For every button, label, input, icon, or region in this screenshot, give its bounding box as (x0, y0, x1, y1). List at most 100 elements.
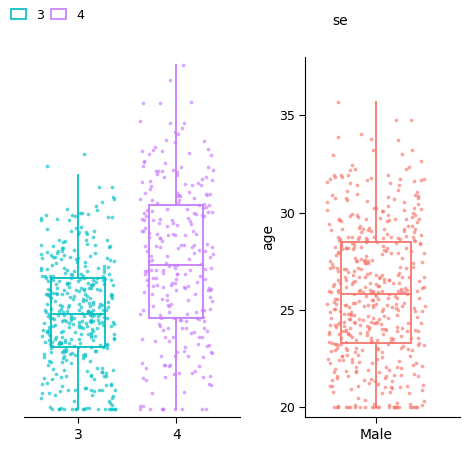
Point (202, 405, 210, 412)
Point (381, 325, 388, 333)
Point (106, 398, 113, 405)
Point (73, 258, 81, 266)
Point (397, 285, 405, 293)
Point (139, 306, 146, 314)
Point (359, 288, 366, 295)
Point (201, 265, 209, 273)
Point (198, 307, 205, 314)
Point (63, 356, 70, 364)
Point (52, 254, 59, 261)
Point (60, 251, 68, 259)
Point (185, 149, 193, 156)
Point (188, 99, 195, 106)
Point (156, 322, 164, 329)
Point (334, 288, 341, 296)
Point (146, 186, 154, 193)
Point (80, 405, 88, 412)
Point (405, 163, 412, 171)
Point (46, 314, 54, 322)
Point (184, 282, 191, 290)
Point (140, 162, 147, 169)
Point (38, 389, 46, 397)
Point (202, 173, 210, 181)
Point (328, 339, 336, 346)
Point (356, 403, 364, 411)
Point (328, 314, 335, 321)
Point (375, 283, 383, 290)
Point (71, 386, 78, 393)
Point (395, 279, 402, 286)
Point (201, 306, 208, 314)
Point (136, 310, 144, 318)
Point (342, 276, 350, 284)
Point (415, 294, 422, 302)
Point (42, 211, 49, 219)
Point (204, 163, 211, 170)
Point (351, 403, 358, 411)
Point (52, 336, 59, 343)
Point (67, 312, 74, 319)
Point (191, 290, 199, 298)
Point (147, 266, 155, 274)
Point (325, 220, 333, 228)
Point (192, 230, 200, 237)
Point (61, 270, 69, 277)
Point (412, 403, 420, 411)
Point (342, 367, 349, 374)
Point (383, 363, 390, 371)
Point (198, 333, 205, 341)
Point (110, 330, 118, 337)
Point (352, 336, 360, 344)
Point (399, 302, 406, 310)
Point (395, 269, 402, 276)
Point (349, 161, 356, 168)
Point (110, 320, 118, 328)
Point (331, 194, 338, 202)
Point (209, 349, 216, 357)
Point (50, 272, 57, 280)
Point (334, 320, 342, 328)
Point (79, 295, 86, 302)
Point (345, 329, 352, 337)
Point (344, 403, 352, 411)
Point (341, 327, 348, 335)
Point (46, 273, 54, 280)
Point (77, 284, 84, 292)
Point (164, 222, 171, 230)
Point (418, 177, 425, 184)
Point (144, 206, 151, 214)
Point (149, 274, 156, 282)
Point (86, 284, 93, 292)
Point (410, 370, 418, 378)
Point (365, 259, 372, 267)
Point (168, 217, 176, 224)
Point (45, 357, 53, 365)
Point (149, 216, 157, 224)
Point (408, 222, 416, 229)
Point (346, 315, 354, 323)
Point (335, 215, 342, 222)
Point (331, 305, 339, 313)
Point (55, 237, 63, 244)
Point (80, 150, 88, 157)
Point (348, 358, 356, 365)
Point (350, 240, 357, 248)
Point (208, 151, 215, 159)
Point (416, 239, 423, 247)
Point (392, 300, 400, 308)
Point (203, 342, 211, 349)
Point (108, 214, 116, 221)
Point (58, 359, 66, 366)
Point (63, 280, 71, 288)
Point (76, 275, 84, 283)
Point (334, 341, 342, 348)
Point (332, 341, 339, 348)
Point (138, 336, 146, 343)
Point (95, 319, 102, 327)
Text: se: se (332, 14, 347, 28)
Point (354, 394, 362, 402)
Point (172, 138, 179, 146)
Point (355, 235, 362, 243)
Point (53, 284, 61, 292)
Point (145, 257, 153, 265)
